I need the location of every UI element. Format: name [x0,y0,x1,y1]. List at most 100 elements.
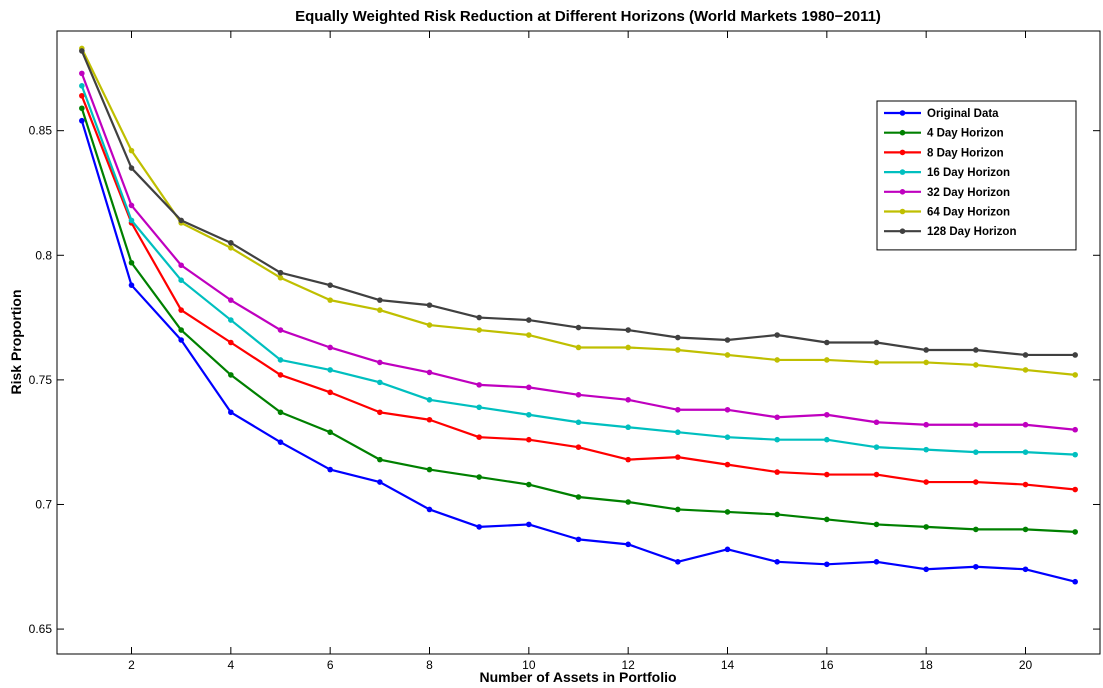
data-point [277,269,284,276]
data-point [824,561,830,568]
data-point [178,217,184,224]
data-point [973,347,979,353]
legend-marker [899,189,906,195]
data-point [575,392,582,398]
data-point [327,466,333,473]
data-point [873,359,880,366]
data-point [426,397,433,403]
data-point [774,436,780,443]
data-point [923,347,929,353]
data-point [824,357,830,363]
data-point [476,314,482,321]
data-point [923,446,929,453]
data-point [824,436,830,443]
series-32-day-horizon [79,70,1078,433]
data-point [923,566,929,573]
data-point [675,334,681,341]
data-point [178,337,184,343]
data-point [526,332,532,338]
data-point [873,339,880,346]
legend-marker [899,110,906,116]
data-point [873,444,880,450]
legend-entry: Original Data [884,108,999,120]
data-point [774,558,780,565]
data-point [178,262,184,269]
data-point [923,479,929,485]
chart-title: Equally Weighted Risk Reduction at Diffe… [295,8,881,25]
data-point [526,411,532,418]
data-point [228,372,234,378]
data-point [277,327,284,333]
data-point [774,414,780,421]
data-point [1022,566,1029,573]
data-point [575,494,582,500]
data-point [724,337,731,343]
y-tick-label: 0.85 [29,124,53,138]
data-point [128,202,135,209]
series-group [79,45,1078,585]
data-point [724,546,731,553]
data-point [228,339,234,346]
data-point [1022,481,1029,488]
legend-label: 8 Day Horizon [927,147,1004,159]
data-point [575,324,582,331]
legend-marker [899,129,906,136]
data-point [1022,421,1029,428]
data-point [426,416,433,423]
data-point [1072,451,1078,458]
data-point [973,479,979,485]
x-axis-label: Number of Assets in Portfolio [479,669,676,685]
data-point [178,327,184,333]
data-point [128,282,135,288]
data-point [625,344,631,351]
data-point [1022,526,1029,533]
data-point [377,297,383,303]
data-point [476,327,482,333]
data-point [476,382,482,388]
data-point [526,384,532,391]
series-original-data [79,117,1078,585]
data-point [575,344,582,351]
data-point [178,277,184,284]
data-point [426,466,433,473]
data-point [228,245,234,251]
data-point [277,439,284,445]
data-point [824,411,830,418]
data-point [426,322,433,328]
data-point [625,499,631,505]
data-point [625,424,631,431]
data-point [873,419,880,426]
data-point [277,372,284,378]
y-tick-label: 0.75 [29,373,53,387]
data-point [277,274,284,281]
data-point [1072,372,1078,378]
x-tick-label: 8 [426,658,433,672]
legend-box [876,100,1077,251]
data-point [675,429,681,436]
data-point [79,105,85,112]
x-tick-label: 16 [820,658,834,672]
data-point [1072,426,1078,433]
data-point [79,83,85,89]
y-tick-label: 0.7 [35,497,52,511]
data-point [873,558,880,565]
legend-entry: 4 Day Horizon [884,128,1004,140]
y-axis-label: Risk Proportion [8,289,24,394]
data-point [277,357,284,363]
data-point [973,449,979,455]
axis-ticks: 2 4 6 8 10 12 14 16 18 20 0.65 0.7 0.75 0.8 0.85 [29,31,1100,672]
data-point [724,434,731,440]
data-point [526,521,532,528]
data-point [1072,578,1078,585]
data-point [1072,529,1078,535]
data-point [1072,486,1078,493]
data-point [128,217,135,224]
data-point [774,511,780,518]
data-point [973,563,979,570]
y-tick-label: 0.8 [35,248,52,262]
data-point [228,240,234,246]
data-point [824,516,830,523]
data-point [377,409,383,416]
data-point [724,406,731,413]
y-tick-label: 0.65 [29,622,53,636]
